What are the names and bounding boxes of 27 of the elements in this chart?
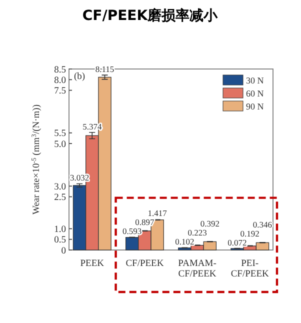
data-label: 1.417 — [148, 208, 167, 218]
y-tick-label: 8.0 — [54, 76, 66, 86]
y-tick-label: 0.5 — [54, 236, 66, 246]
y-tick-label: 5.5 — [54, 129, 66, 140]
data-label: 0.072 — [228, 237, 247, 248]
y-tick-label: 0 — [61, 246, 66, 256]
legend-label: 30 N — [246, 76, 264, 86]
legend-label: 60 N — [246, 88, 264, 98]
x-tick-label: PAMAM-CF/PEEK — [178, 259, 216, 280]
data-label: 0.346 — [252, 219, 272, 230]
data-label: 0.102 — [175, 236, 194, 247]
y-tick-label: 2.5 — [54, 193, 66, 204]
x-tick-label: PEEK — [80, 259, 104, 269]
x-tick-label: PEI-CF/PEEK — [230, 259, 270, 280]
data-label: 0.223 — [188, 228, 207, 238]
data-label: 0.392 — [200, 218, 220, 229]
chart-title: CF/PEEK磨损率减小 — [82, 7, 219, 24]
annotation: (b) — [74, 72, 86, 82]
y-tick-label: 5.0 — [54, 140, 66, 150]
y-tick-label: 1.0 — [54, 225, 66, 236]
data-label: 0.192 — [240, 228, 260, 238]
x-tick-label: CF/PEEK — [126, 259, 164, 269]
y-tick-label: 7.5 — [54, 86, 66, 97]
data-label: 0.593 — [122, 226, 142, 236]
legend-label: 90 N — [246, 102, 264, 112]
y-tick-label: 8.5 — [54, 65, 66, 76]
y-tick-label: 3.0 — [54, 182, 66, 192]
